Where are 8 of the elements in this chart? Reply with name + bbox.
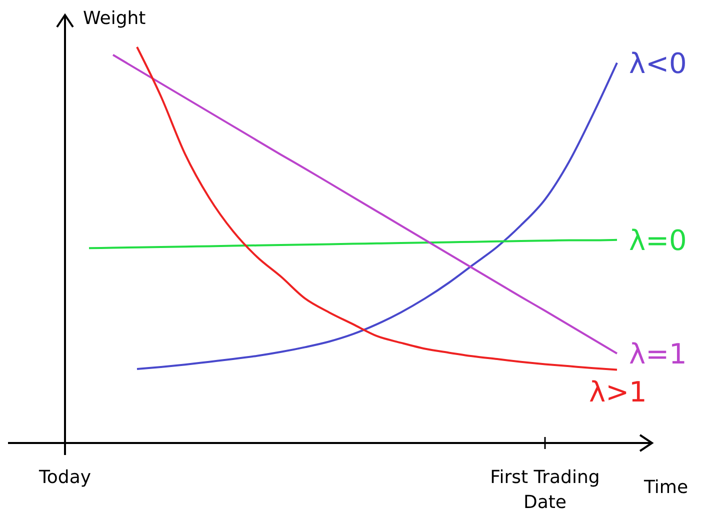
x-axis-title: Time <box>642 477 688 498</box>
series-label: λ=0 <box>629 224 687 257</box>
series-label: λ>1 <box>589 376 647 409</box>
series-label: λ<0 <box>629 46 687 80</box>
x-tick-label: Today <box>38 467 92 488</box>
y-axis-title: Weight <box>83 8 146 29</box>
x-tick-label: First Trading Date <box>490 467 600 513</box>
series-label: λ=1 <box>629 338 687 371</box>
